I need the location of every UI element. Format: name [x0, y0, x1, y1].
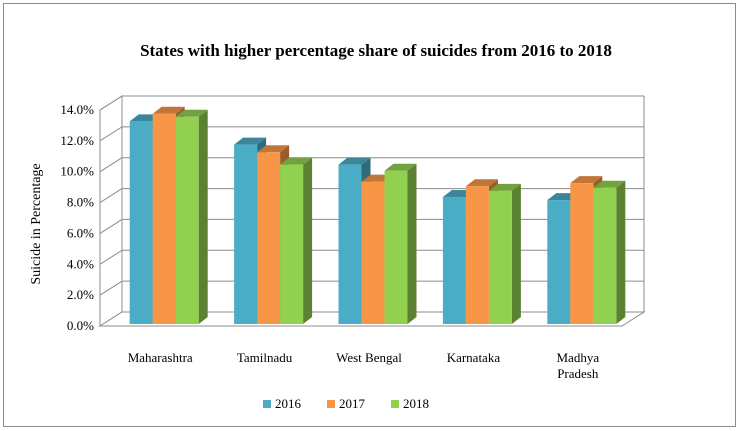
bar-top — [234, 137, 267, 145]
bar-2018-4 — [593, 180, 626, 324]
gridline-side — [99, 95, 123, 111]
legend-label: 2017 — [339, 396, 366, 411]
legend-swatch — [327, 400, 335, 408]
bar-front — [338, 164, 362, 324]
gridline-side — [99, 280, 123, 296]
gridline-side — [99, 249, 123, 265]
bar-front — [234, 144, 258, 324]
bar-front — [361, 181, 385, 324]
chart-frame: States with higher percentage share of s… — [3, 3, 736, 427]
gridline-side — [99, 157, 123, 173]
legend: 2016 2017 2018 — [263, 396, 429, 411]
bar-side — [198, 109, 208, 324]
bar-top — [488, 183, 521, 191]
bar-top — [570, 176, 603, 184]
bar-front — [152, 113, 176, 324]
y-tick-label: 2.0% — [67, 287, 94, 302]
side-wall — [99, 95, 123, 327]
bar-side — [303, 157, 313, 324]
bar-top — [152, 106, 185, 114]
gridline-side — [99, 126, 123, 142]
x-category-label: Tamilnadu — [237, 350, 293, 365]
bars — [129, 106, 626, 324]
bar-top — [175, 109, 208, 117]
bar-top — [338, 157, 371, 165]
legend-label: 2016 — [275, 396, 302, 411]
bar-front — [442, 197, 466, 324]
bar-top — [593, 180, 626, 188]
legend-swatch — [263, 400, 271, 408]
y-tick-label: 6.0% — [67, 225, 94, 240]
x-category-label: Karnataka — [447, 350, 501, 365]
bar-2018-2 — [384, 163, 417, 324]
bar-2018-0 — [175, 109, 208, 324]
legend-item-2016: 2016 — [263, 396, 302, 411]
bar-front — [175, 116, 199, 324]
legend-label: 2018 — [403, 396, 429, 411]
y-axis-label: Suicide in Percentage — [29, 163, 44, 284]
gridline-side — [99, 188, 123, 203]
bar-top — [280, 157, 313, 165]
bar-side — [511, 183, 521, 324]
bar-front — [547, 200, 571, 324]
chart-title: States with higher percentage share of s… — [140, 41, 612, 60]
legend-item-2017: 2017 — [327, 396, 366, 411]
bar-front — [384, 170, 408, 324]
bar-side — [616, 180, 626, 324]
y-tick-label: 14.0% — [60, 102, 94, 117]
x-category-label: West Bengal — [336, 350, 402, 365]
bar-top — [465, 179, 498, 187]
bar-front — [488, 190, 512, 324]
bar-front — [465, 186, 489, 324]
bar-front — [593, 187, 617, 324]
bar-2018-1 — [280, 157, 313, 324]
bar-top — [384, 163, 417, 171]
gridline-side — [99, 219, 123, 234]
x-category-label: Madhya Pradesh — [556, 350, 599, 381]
bar-chart-3d: States with higher percentage share of s… — [29, 41, 646, 411]
y-tick-label: 12.0% — [60, 133, 94, 148]
x-axis-categories: Maharashtra Tamilnadu West Bengal Karnataka… — [128, 350, 600, 381]
bar-2018-3 — [488, 183, 521, 324]
y-tick-label: 8.0% — [67, 195, 94, 210]
legend-swatch — [391, 400, 399, 408]
x-category-label: Maharashtra — [128, 350, 193, 365]
y-tick-label: 10.0% — [60, 164, 94, 179]
bar-side — [407, 163, 417, 324]
bar-front — [570, 183, 594, 324]
bar-top — [257, 145, 290, 153]
y-tick-label: 4.0% — [67, 256, 94, 271]
bar-front — [257, 152, 281, 324]
bar-front — [280, 164, 304, 324]
bar-front — [129, 121, 153, 324]
y-tick-label: 0.0% — [67, 318, 94, 333]
y-axis-ticks: 0.0% 2.0% 4.0% 6.0% 8.0% 10.0% 12.0% 14.0% — [60, 102, 101, 333]
legend-item-2018: 2018 — [391, 396, 429, 411]
